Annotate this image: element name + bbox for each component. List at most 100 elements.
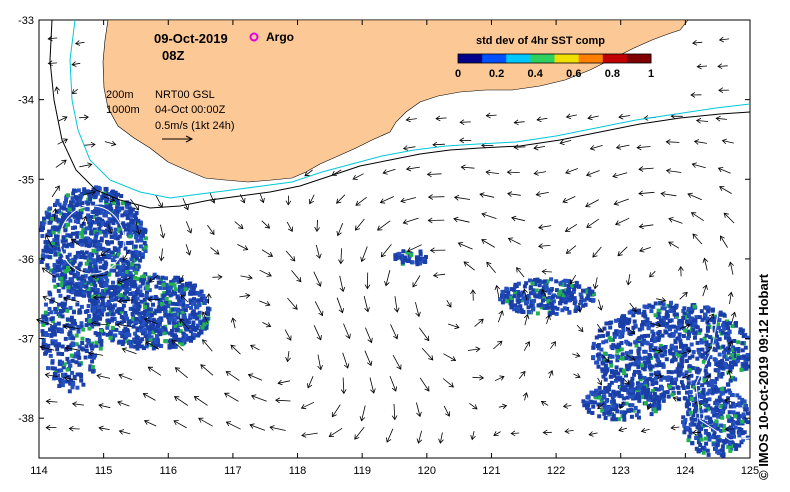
sst-pixel: [637, 370, 642, 375]
sst-pixel: [67, 207, 72, 212]
sst-pixel: [49, 268, 53, 273]
sst-pixel: [106, 226, 111, 231]
sst-pixel: [67, 332, 72, 337]
sst-pixel: [565, 306, 570, 311]
sst-pixel: [91, 193, 95, 198]
sst-pixel: [70, 231, 75, 236]
sst-pixel: [693, 417, 698, 422]
sst-pixel: [682, 396, 687, 401]
current-arrow: [622, 378, 630, 385]
current-arrow: [690, 212, 705, 222]
current-arrow: [705, 374, 711, 382]
sst-pixel: [143, 236, 148, 241]
sst-pixel: [95, 313, 100, 318]
sst-pixel: [712, 357, 717, 362]
sst-pixel: [677, 397, 682, 402]
sst-pixel: [643, 355, 648, 360]
colorbar-tick-label: 0: [455, 68, 461, 80]
sst-pixel: [70, 244, 75, 249]
sst-pixel: [57, 202, 62, 207]
sst-pixel: [205, 306, 210, 311]
sst-pixel: [705, 316, 710, 321]
current-arrow: [550, 341, 556, 349]
sst-pixel: [562, 282, 567, 287]
sst-pixel: [93, 353, 98, 358]
sst-pixel: [726, 332, 731, 337]
sst-pixel: [134, 249, 139, 254]
sst-pixel: [140, 322, 144, 327]
current-arrow: [249, 423, 266, 431]
sst-pixel: [717, 352, 722, 357]
sst-pixel: [92, 301, 96, 306]
sst-pixel: [622, 320, 627, 325]
sst-pixel: [129, 344, 134, 349]
current-arrow: [592, 246, 602, 258]
sst-pixel: [709, 419, 713, 424]
sst-pixel: [105, 207, 109, 211]
sst-pixel: [115, 209, 120, 214]
sst-pixel: [568, 295, 573, 300]
sst-pixel: [135, 336, 140, 340]
current-arrow: [421, 347, 434, 361]
sst-pixel: [622, 371, 627, 376]
sst-pixel: [717, 318, 722, 323]
sst-pixel: [150, 326, 154, 331]
sst-pixel: [648, 394, 653, 399]
sst-pixel: [714, 330, 718, 335]
sst-pixel: [712, 430, 717, 435]
sst-pixel: [650, 388, 655, 393]
current-arrow: [121, 347, 137, 355]
sst-pixel: [731, 356, 736, 361]
sst-pixel: [599, 347, 604, 352]
sst-pixel: [170, 301, 175, 306]
sst-pixel: [105, 322, 110, 327]
sst-pixel: [134, 217, 138, 222]
sst-pixel: [648, 348, 653, 353]
sst-pixel: [138, 258, 143, 263]
sst-pixel: [40, 234, 45, 238]
colorbar-segment: [578, 54, 604, 63]
sst-pixel: [668, 308, 673, 313]
sst-pixel: [528, 286, 533, 291]
current-arrow: [717, 167, 731, 174]
sst-pixel: [138, 314, 143, 319]
sst-pixel: [509, 296, 514, 300]
sst-pixel: [147, 317, 152, 321]
sst-pixel: [84, 236, 89, 241]
sst-pixel: [541, 292, 546, 297]
sst-pixel: [620, 318, 625, 323]
sst-pixel: [55, 244, 60, 248]
sst-pixel: [665, 321, 670, 326]
sst-pixel: [122, 291, 127, 296]
sst-pixel: [736, 340, 741, 345]
current-arrow: [679, 291, 688, 300]
current-arrow: [62, 296, 80, 303]
sst-pixel: [602, 411, 607, 416]
sst-pixel: [185, 281, 189, 286]
sst-pixel: [597, 414, 602, 419]
sst-pixel: [70, 241, 75, 246]
sst-pixel: [713, 384, 718, 389]
sst-pixel: [88, 367, 93, 372]
sst-pixel: [734, 447, 739, 451]
sst-pixel: [545, 279, 550, 284]
sst-pixel: [699, 414, 704, 419]
sst-pixel: [61, 285, 66, 290]
sst-pixel: [711, 387, 716, 392]
sst-pixel: [44, 317, 49, 322]
sst-pixel: [132, 304, 137, 309]
sst-pixel: [130, 311, 135, 316]
sst-pixel: [735, 393, 740, 398]
sst-pixel: [145, 337, 150, 341]
sst-pixel: [655, 357, 660, 362]
sst-pixel: [701, 392, 706, 397]
sst-pixel: [131, 294, 136, 299]
sst-pixel: [693, 331, 698, 336]
current-arrow: [715, 115, 728, 122]
sst-pixel: [555, 294, 560, 299]
sst-pixel: [646, 326, 651, 331]
sst-pixel: [91, 201, 96, 206]
sst-pixel: [144, 322, 148, 327]
sst-pixel: [173, 275, 178, 280]
sst-pixel: [509, 301, 514, 306]
